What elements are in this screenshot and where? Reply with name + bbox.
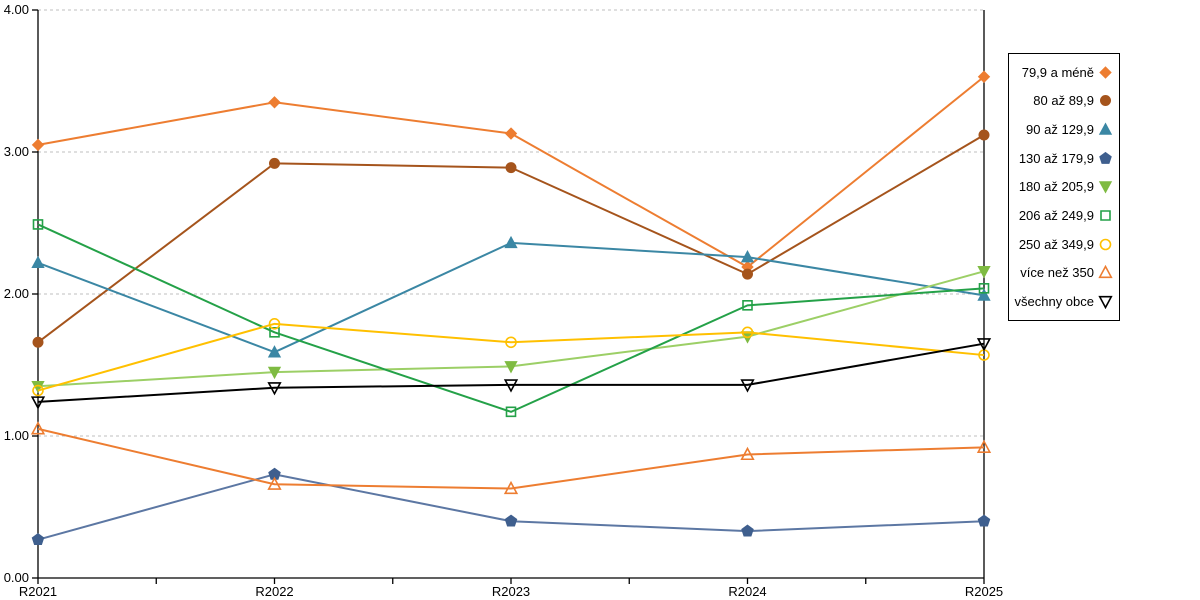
series-line-7: [37, 427, 985, 490]
series-line-8: [37, 342, 985, 403]
series-line-6: [37, 322, 985, 392]
data-point-diamond: [268, 96, 281, 109]
data-point-triangle-down: [504, 361, 518, 374]
data-point-triangle-up: [740, 446, 755, 461]
legend-label: 130 až 179,9: [1018, 150, 1094, 166]
data-point-triangle-down: [976, 338, 992, 352]
diamond-marker-glyph: [1099, 66, 1112, 79]
legend-label: 80 až 89,9: [1033, 93, 1094, 109]
data-point-triangle-up: [977, 288, 991, 301]
y-axis-label: 2.00: [4, 286, 29, 301]
data-point-pentagon: [31, 533, 45, 546]
y-axis-label: 0.00: [4, 570, 29, 585]
y-axis-label: 3.00: [4, 144, 29, 159]
legend-item: 80 až 89,9: [1011, 88, 1113, 114]
data-point-circle: [978, 349, 990, 361]
legend-item: 90 až 129,9: [1011, 117, 1113, 143]
data-point-triangle-up: [740, 250, 755, 263]
legend-label: 206 až 249,9: [1018, 208, 1094, 224]
legend-label: 180 až 205,9: [1018, 179, 1094, 195]
data-point-triangle-up: [30, 421, 46, 435]
legend-label: 250 až 349,9: [1018, 236, 1094, 252]
data-point-triangle-down: [740, 379, 755, 393]
data-point-circle: [32, 336, 44, 348]
x-axis-label: R2022: [255, 584, 293, 599]
data-point-circle: [978, 129, 990, 141]
data-point-circle: [505, 336, 517, 349]
x-axis-label: R2025: [965, 584, 1003, 599]
triangle-down-marker-glyph: [1098, 295, 1113, 310]
data-point-triangle-down: [267, 366, 282, 380]
y-axis-label: 1.00: [4, 428, 29, 443]
triangle-down-marker-glyph: [1098, 181, 1113, 195]
data-point-square: [32, 219, 44, 230]
x-axis-label: R2021: [19, 584, 57, 599]
data-point-square: [742, 300, 753, 311]
data-point-pentagon: [741, 524, 754, 537]
triangle-up-marker-glyph: [1098, 122, 1113, 135]
circle-marker-icon: [1099, 238, 1112, 251]
triangle-up-marker-glyph: [1098, 265, 1113, 279]
legend-item: 250 až 349,9: [1011, 231, 1113, 257]
data-point-triangle-up: [267, 345, 282, 358]
chart-legend: 79,9 a méně 80 až 89,9 90 až 129,9 130 až 1…: [1008, 53, 1120, 321]
triangle-down-marker-icon: [1098, 181, 1113, 195]
legend-label: 79,9 a méně: [1021, 64, 1094, 80]
data-point-diamond: [31, 138, 45, 152]
triangle-up-marker-icon: [1098, 265, 1113, 279]
data-point-triangle-down: [503, 379, 519, 393]
data-point-circle: [268, 318, 281, 330]
data-point-pentagon: [504, 514, 518, 527]
legend-label: více než 350: [1020, 265, 1094, 281]
x-axis-label: R2023: [492, 584, 530, 599]
pentagon-marker-icon: [1099, 151, 1112, 164]
pentagon-marker-glyph: [1099, 151, 1112, 164]
data-point-square: [978, 283, 990, 294]
data-point-triangle-up: [504, 235, 518, 249]
y-axis-label: 4.00: [4, 2, 29, 17]
data-point-triangle-up: [267, 476, 282, 490]
series-line-5: [37, 223, 985, 413]
data-point-triangle-down: [30, 396, 46, 410]
legend-item: 206 až 249,9: [1011, 203, 1113, 229]
legend-item: 130 až 179,9: [1011, 145, 1113, 171]
data-point-diamond: [977, 70, 991, 83]
data-point-triangle-down: [267, 382, 282, 396]
circle-marker-icon: [1100, 95, 1111, 107]
data-point-triangle-up: [31, 255, 45, 269]
legend-item: více než 350: [1011, 260, 1113, 286]
data-point-circle: [505, 162, 517, 174]
data-point-diamond: [504, 127, 518, 140]
square-marker-icon: [1100, 210, 1111, 221]
data-point-circle: [741, 326, 754, 339]
triangle-up-marker-icon: [1098, 122, 1113, 135]
data-point-pentagon: [977, 514, 991, 527]
circle-marker-glyph: [1100, 95, 1111, 107]
data-point-square: [505, 406, 517, 418]
circle-marker-glyph: [1099, 238, 1112, 251]
data-point-triangle-up: [976, 439, 992, 453]
legend-item: 180 až 205,9: [1011, 174, 1113, 200]
legend-label: 90 až 129,9: [1026, 122, 1094, 138]
data-point-triangle-up: [503, 480, 519, 495]
data-point-circle: [742, 268, 753, 280]
legend-item: všechny obce: [1011, 289, 1113, 315]
data-point-circle: [269, 157, 280, 169]
diamond-marker-icon: [1099, 66, 1112, 79]
square-marker-glyph: [1100, 210, 1111, 221]
data-point-circle: [32, 384, 44, 397]
x-axis-label: R2024: [728, 584, 766, 599]
legend-label: všechny obce: [1014, 294, 1095, 310]
data-point-triangle-down: [977, 265, 991, 279]
legend-item: 79,9 a méně: [1011, 59, 1113, 85]
triangle-down-marker-icon: [1098, 295, 1113, 310]
